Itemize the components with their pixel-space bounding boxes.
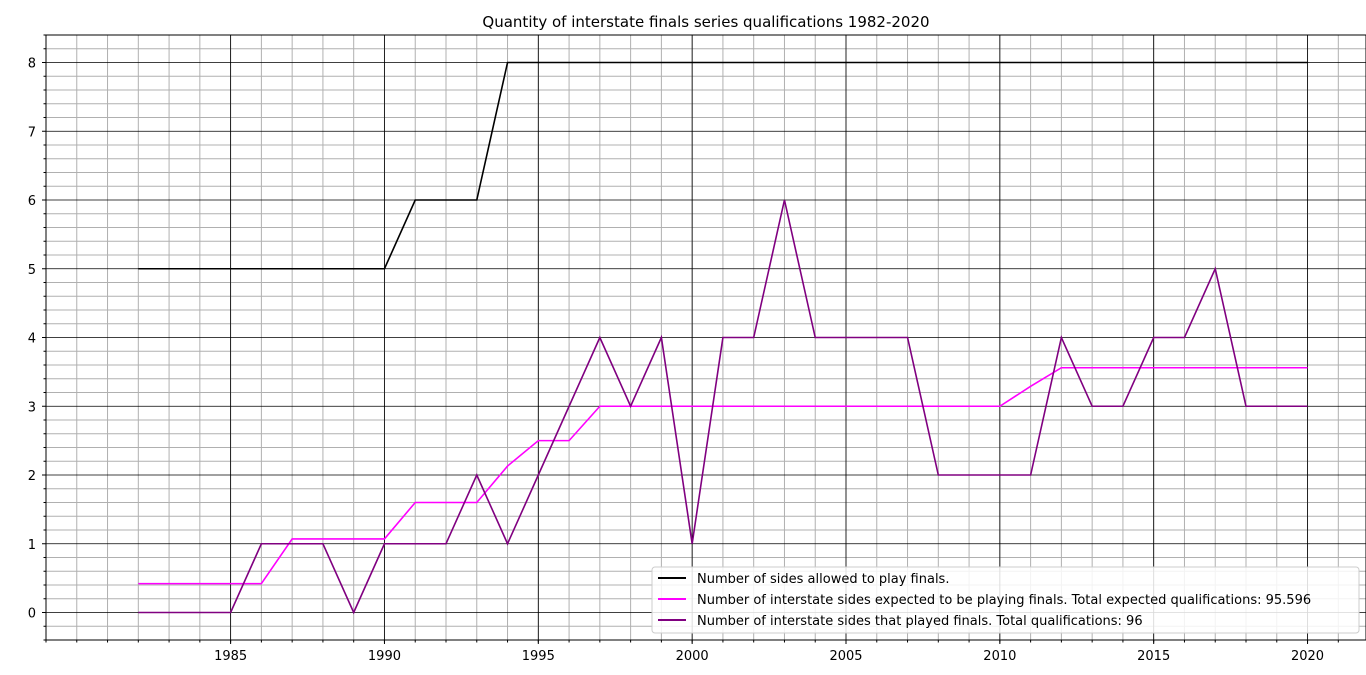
y-tick-label: 3 xyxy=(28,400,36,415)
legend-label-3: Number of interstate sides that played f… xyxy=(697,614,1143,629)
chart-title: Quantity of interstate finals series qua… xyxy=(482,13,929,31)
y-tick-label: 2 xyxy=(28,469,36,484)
x-tick-label: 1995 xyxy=(522,649,555,664)
y-tick-label: 4 xyxy=(28,332,36,347)
legend: Number of sides allowed to play finals. N… xyxy=(652,567,1359,633)
y-tick-label: 0 xyxy=(28,607,36,622)
y-tick-label: 7 xyxy=(28,125,36,140)
legend-label-1: Number of sides allowed to play finals. xyxy=(697,572,949,587)
x-tick-label: 1985 xyxy=(214,649,247,664)
x-tick-label: 1990 xyxy=(368,649,401,664)
x-tick-label: 2010 xyxy=(983,649,1016,664)
y-tick-label: 6 xyxy=(28,194,36,209)
x-tick-label: 2005 xyxy=(829,649,862,664)
y-tick-label: 1 xyxy=(28,538,36,553)
y-tick-label: 5 xyxy=(28,263,36,278)
legend-label-2: Number of interstate sides expected to b… xyxy=(697,593,1311,608)
x-tick-label: 2000 xyxy=(676,649,709,664)
y-tick-label: 8 xyxy=(28,57,36,72)
x-tick-label: 2020 xyxy=(1291,649,1324,664)
x-tick-label: 2015 xyxy=(1137,649,1170,664)
